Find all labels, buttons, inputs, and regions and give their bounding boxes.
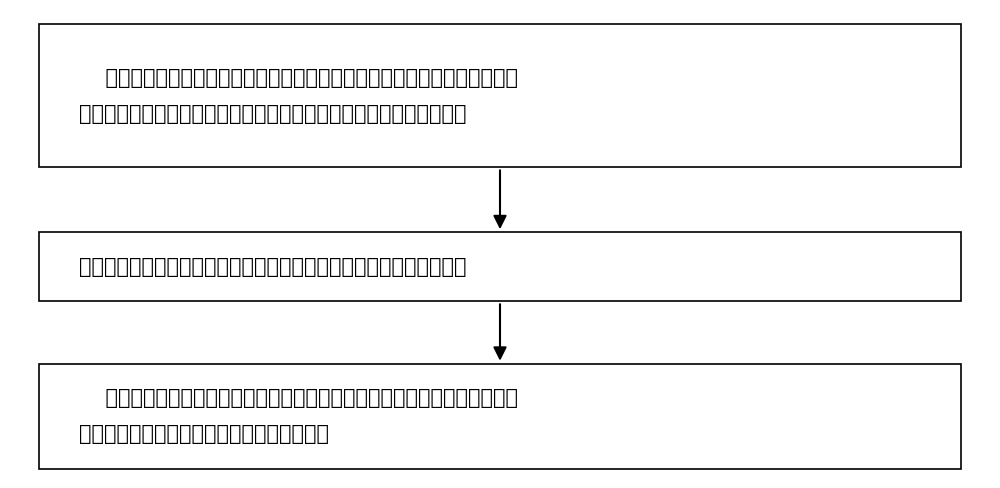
FancyBboxPatch shape	[39, 232, 961, 302]
Text: 图形的各图形对应的光罩关键尺寸进行调整。: 图形的各图形对应的光罩关键尺寸进行调整。	[79, 424, 329, 444]
FancyBboxPatch shape	[39, 24, 961, 167]
Text: 步骤一、测量各种不同的图形周期下，各种不同的图形密度对相应的图形周: 步骤一、测量各种不同的图形周期下，各种不同的图形密度对相应的图形周	[79, 68, 518, 88]
Text: 步骤三、根据本层图形的局部图形密度分布，按照光刻工艺调整规则对本层: 步骤三、根据本层图形的局部图形密度分布，按照光刻工艺调整规则对本层	[79, 388, 518, 408]
FancyBboxPatch shape	[39, 364, 961, 469]
Text: 步骤二、对已经设计好的产品版图的本层图形进行局部图形密度统计。: 步骤二、对已经设计好的产品版图的本层图形进行局部图形密度统计。	[79, 257, 466, 277]
Text: 期下的图形关键尺寸的影响，并根据测量结果建立光刻工艺调整规则。: 期下的图形关键尺寸的影响，并根据测量结果建立光刻工艺调整规则。	[79, 103, 466, 123]
